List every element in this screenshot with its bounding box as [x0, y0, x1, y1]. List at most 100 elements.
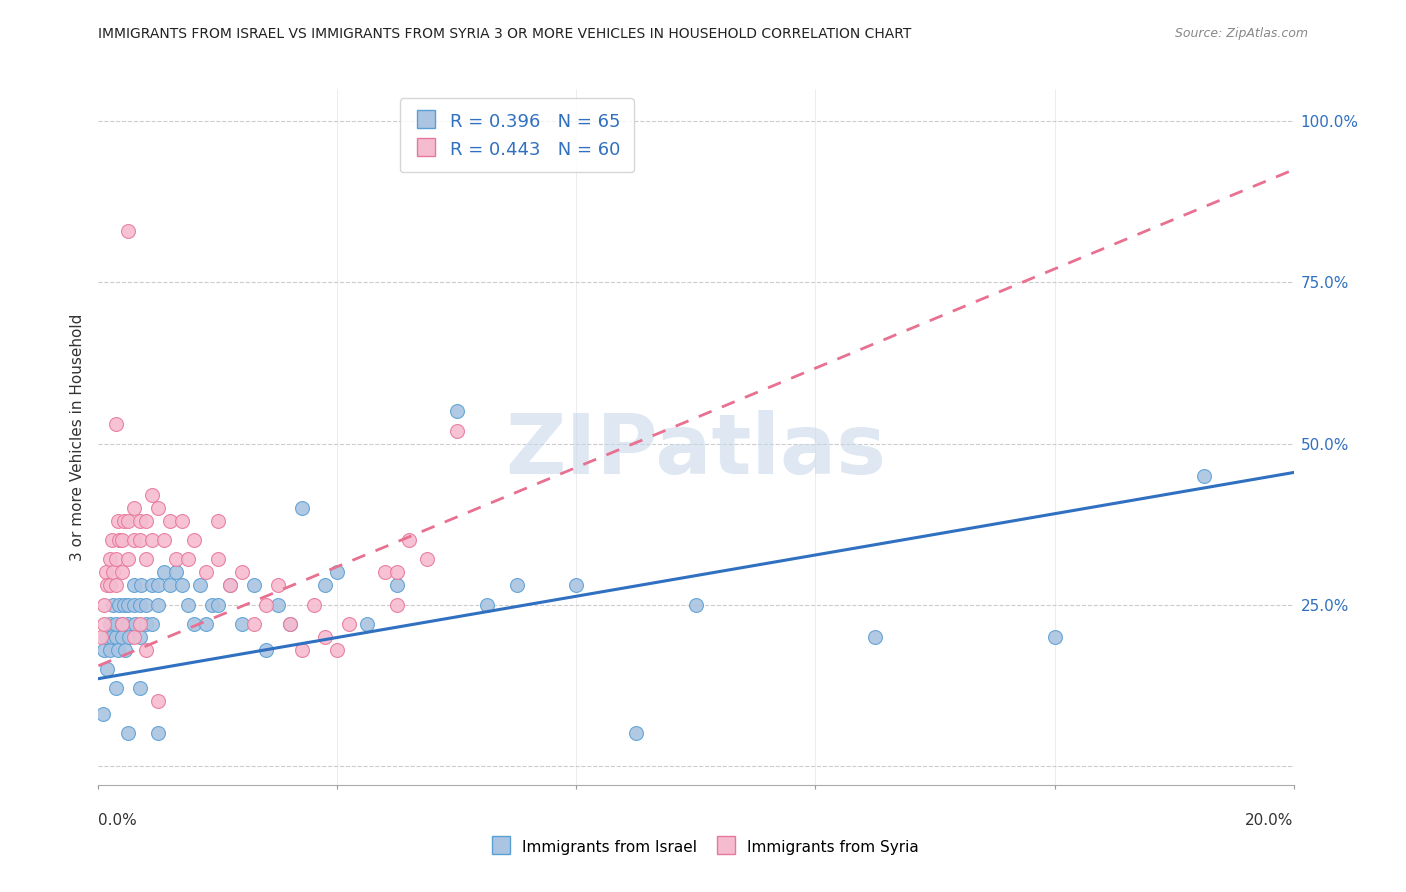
Point	[685, 598, 707, 612]
Point	[129, 514, 152, 528]
Point	[111, 566, 134, 580]
Point	[374, 566, 396, 580]
Point	[93, 598, 115, 612]
Point	[90, 630, 112, 644]
Point	[111, 616, 134, 631]
Text: Source: ZipAtlas.com: Source: ZipAtlas.com	[1174, 27, 1308, 40]
Point	[135, 616, 157, 631]
Point	[124, 616, 146, 631]
Point	[111, 630, 134, 644]
Point	[231, 616, 253, 631]
Point	[624, 726, 647, 740]
Point	[94, 566, 117, 580]
Point	[385, 578, 409, 592]
Point	[100, 630, 122, 644]
Point	[118, 630, 141, 644]
Point	[111, 533, 134, 548]
Point	[124, 533, 146, 548]
Point	[103, 598, 125, 612]
Point	[129, 533, 152, 548]
Point	[153, 533, 176, 548]
Point	[96, 578, 118, 592]
Point	[339, 616, 360, 631]
Text: ZIPatlas: ZIPatlas	[506, 410, 886, 491]
Point	[141, 533, 163, 548]
Point	[267, 598, 290, 612]
Point	[201, 598, 224, 612]
Point	[107, 514, 129, 528]
Point	[231, 566, 253, 580]
Point	[98, 642, 122, 657]
Point	[159, 514, 181, 528]
Point	[114, 642, 136, 657]
Point	[416, 552, 439, 566]
Point	[100, 533, 122, 548]
Point	[219, 578, 242, 592]
Point	[111, 616, 134, 631]
Point	[96, 662, 118, 676]
Point	[148, 500, 170, 515]
Point	[194, 616, 218, 631]
Legend: R = 0.396   N = 65, R = 0.443   N = 60: R = 0.396 N = 65, R = 0.443 N = 60	[399, 98, 634, 172]
Point	[385, 598, 409, 612]
Point	[207, 598, 229, 612]
Text: 20.0%: 20.0%	[1246, 814, 1294, 828]
Point	[398, 533, 420, 548]
Point	[159, 578, 181, 592]
Point	[1192, 468, 1215, 483]
Point	[124, 598, 146, 612]
Point	[183, 616, 205, 631]
Point	[183, 533, 205, 548]
Point	[131, 578, 153, 592]
Point	[93, 616, 115, 631]
Point	[385, 566, 409, 580]
Point	[506, 578, 529, 592]
Point	[98, 552, 122, 566]
Point	[91, 707, 114, 722]
Point	[129, 681, 152, 696]
Point	[177, 598, 200, 612]
Point	[124, 578, 146, 592]
Point	[278, 616, 301, 631]
Point	[107, 642, 129, 657]
Point	[98, 616, 122, 631]
Point	[105, 552, 128, 566]
Point	[165, 552, 187, 566]
Point	[446, 424, 468, 438]
Point	[105, 616, 128, 631]
Point	[108, 598, 131, 612]
Point	[165, 566, 187, 580]
Point	[129, 598, 152, 612]
Point	[302, 598, 325, 612]
Point	[98, 578, 122, 592]
Point	[254, 598, 277, 612]
Point	[243, 578, 266, 592]
Point	[254, 642, 277, 657]
Point	[141, 578, 163, 592]
Point	[243, 616, 266, 631]
Point	[112, 598, 135, 612]
Point	[148, 598, 170, 612]
Point	[135, 552, 157, 566]
Point	[117, 552, 139, 566]
Point	[93, 642, 115, 657]
Point	[290, 500, 312, 515]
Point	[278, 616, 301, 631]
Point	[219, 578, 242, 592]
Point	[315, 630, 337, 644]
Point	[326, 642, 349, 657]
Point	[141, 488, 163, 502]
Point	[117, 726, 139, 740]
Point	[267, 578, 290, 592]
Point	[103, 566, 125, 580]
Point	[124, 500, 146, 515]
Point	[108, 533, 131, 548]
Point	[1043, 630, 1066, 644]
Point	[446, 404, 468, 418]
Point	[105, 417, 128, 432]
Text: IMMIGRANTS FROM ISRAEL VS IMMIGRANTS FROM SYRIA 3 OR MORE VEHICLES IN HOUSEHOLD : IMMIGRANTS FROM ISRAEL VS IMMIGRANTS FRO…	[98, 27, 912, 41]
Y-axis label: 3 or more Vehicles in Household: 3 or more Vehicles in Household	[69, 313, 84, 561]
Point	[326, 566, 349, 580]
Point	[188, 578, 211, 592]
Point	[117, 598, 139, 612]
